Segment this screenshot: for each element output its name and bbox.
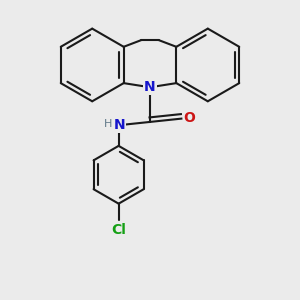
- Text: Cl: Cl: [111, 223, 126, 237]
- Text: H: H: [104, 119, 112, 129]
- Text: N: N: [144, 80, 156, 94]
- Text: O: O: [184, 111, 196, 125]
- Text: N: N: [114, 118, 125, 132]
